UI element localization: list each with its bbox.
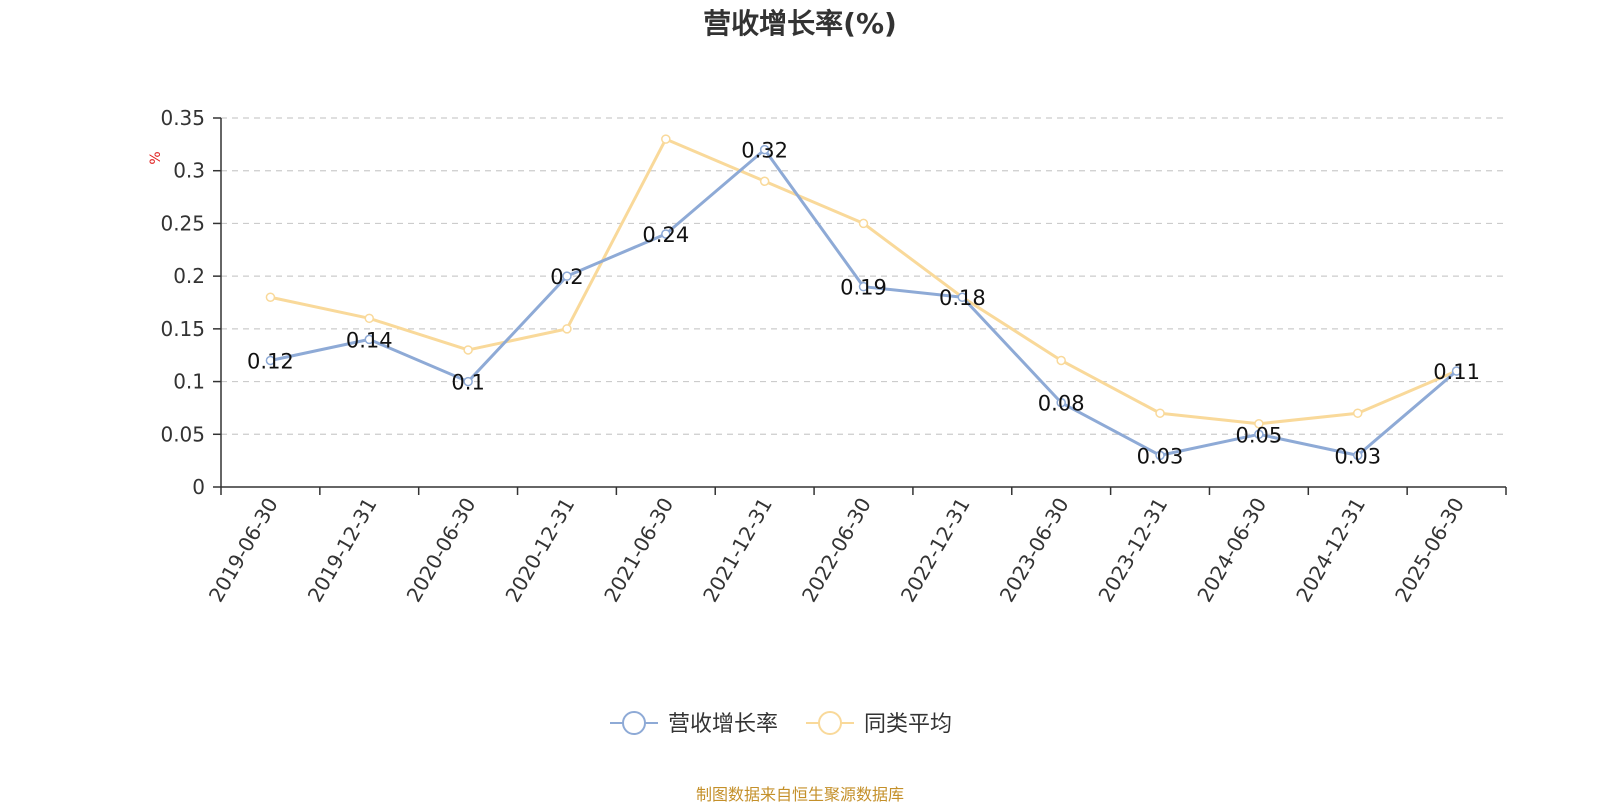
- legend-marker: [818, 711, 842, 735]
- data-label: 0.05: [1236, 423, 1283, 447]
- data-point[interactable]: [1056, 397, 1066, 408]
- data-label: 0.03: [1334, 444, 1381, 468]
- x-tick-label: 2022-12-31: [896, 494, 975, 607]
- data-point[interactable]: [1352, 408, 1363, 418]
- x-tick-label: 2021-06-30: [599, 494, 678, 607]
- x-tick-label: 2021-12-31: [698, 494, 777, 607]
- data-point[interactable]: [562, 271, 572, 281]
- data-label: 0.11: [1433, 360, 1480, 384]
- data-point[interactable]: [1155, 450, 1165, 461]
- data-label: 0.18: [939, 286, 986, 310]
- data-point[interactable]: [1451, 366, 1462, 376]
- data-label: 0.32: [741, 139, 788, 163]
- data-point[interactable]: [661, 229, 671, 239]
- data-label: 0.19: [840, 276, 887, 300]
- data-label: 0.24: [642, 223, 689, 247]
- data-point[interactable]: [957, 292, 968, 302]
- y-tick-label: 0.1: [173, 370, 205, 394]
- legend-label[interactable]: 营收增长率: [668, 712, 778, 737]
- legend[interactable]: 营收增长率 同类平均: [610, 711, 952, 737]
- data-point[interactable]: [1056, 355, 1066, 366]
- chart-title: 营收增长率(%): [703, 7, 897, 40]
- data-point[interactable]: [1254, 429, 1264, 440]
- y-tick-label: 0.15: [160, 317, 205, 341]
- x-tick-label: 2020-06-30: [402, 493, 481, 606]
- x-tick-label: 2020-12-31: [500, 494, 579, 607]
- data-point[interactable]: [759, 176, 770, 187]
- series-group: [265, 134, 1462, 461]
- data-point[interactable]: [463, 376, 473, 387]
- y-tick-label: 0.3: [173, 159, 205, 183]
- data-point[interactable]: [1155, 408, 1165, 418]
- data-label: 0.2: [550, 265, 583, 289]
- data-labels: 0.12 0.14 0.1 0.2 0.24 0.32 0.19 0.18 0.08 0.03 0.…: [247, 139, 1480, 469]
- axes: [213, 117, 1507, 495]
- y-axis-unit: %: [148, 151, 164, 164]
- data-label: 0.12: [247, 349, 294, 373]
- x-tick-label: 2024-12-31: [1291, 494, 1370, 607]
- data-label: 0.03: [1137, 444, 1184, 468]
- x-tick-label: 2023-06-30: [995, 494, 1074, 607]
- data-point[interactable]: [364, 313, 375, 324]
- data-label: 0.14: [346, 328, 393, 352]
- x-tick-label: 2019-06-30: [204, 494, 283, 607]
- y-tick-label: 0.05: [160, 422, 205, 446]
- data-source-note: 制图数据来自恒生聚源数据库: [695, 785, 904, 804]
- x-tick-label: 2024-06-30: [1192, 494, 1271, 607]
- y-tick-label: 0.35: [160, 106, 205, 130]
- data-label: 0.1: [451, 371, 484, 395]
- data-label: 0.08: [1038, 392, 1085, 416]
- data-point[interactable]: [364, 334, 375, 345]
- data-point[interactable]: [858, 281, 869, 292]
- legend-label[interactable]: 同类平均: [864, 712, 952, 737]
- data-point[interactable]: [1352, 450, 1363, 461]
- data-point[interactable]: [265, 292, 276, 302]
- data-point[interactable]: [463, 345, 473, 355]
- x-tick-label: 2019-12-31: [303, 494, 382, 607]
- legend-marker: [622, 711, 646, 735]
- data-point[interactable]: [759, 144, 770, 155]
- data-point[interactable]: [1254, 418, 1264, 429]
- y-tick-label: 0: [192, 475, 205, 499]
- grid-lines: [221, 117, 1506, 435]
- x-axis-ticks: 2019-06-30 2019-12-31 2020-06-30 2020-12-31…: [204, 493, 1469, 606]
- y-tick-label: 0.25: [160, 211, 205, 235]
- x-tick-label: 2025-06-30: [1390, 494, 1469, 607]
- data-point[interactable]: [562, 324, 572, 334]
- data-point[interactable]: [265, 355, 276, 366]
- series-line: [270, 148, 1458, 457]
- y-tick-label: 0.2: [173, 264, 205, 288]
- y-axis-ticks: 0 0.05 0.1 0.15 0.2 0.25 0.3 0.35: [160, 106, 205, 499]
- x-tick-label: 2022-06-30: [797, 494, 876, 607]
- data-point[interactable]: [858, 218, 869, 229]
- data-point[interactable]: [661, 134, 671, 144]
- x-tick-label: 2023-12-31: [1093, 494, 1172, 607]
